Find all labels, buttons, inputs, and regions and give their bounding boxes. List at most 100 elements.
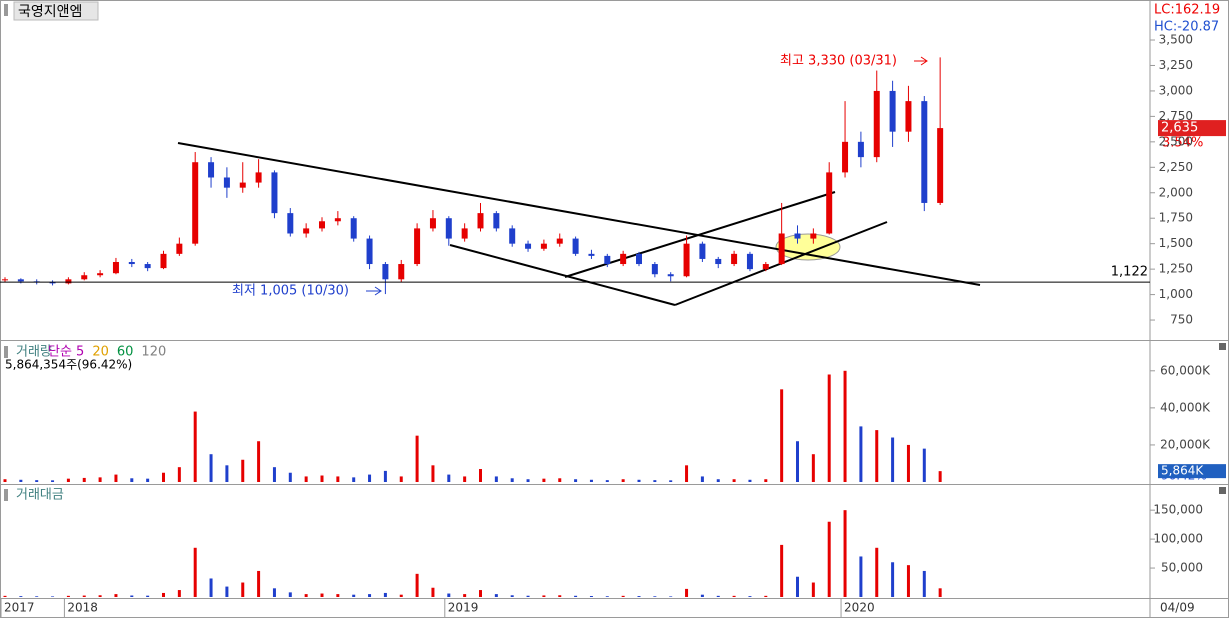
bar (875, 547, 879, 597)
trendline (177, 142, 981, 286)
last-volume-box (1158, 464, 1226, 479)
bar (82, 595, 86, 597)
y-tick-label: 100,000 (1153, 532, 1203, 546)
y-tick-label: 1,750 (1159, 211, 1193, 225)
bar (352, 594, 356, 597)
bar (304, 594, 308, 597)
x-tick-label: 2020 (844, 601, 875, 615)
y-tick-label: 1,500 (1159, 236, 1193, 250)
bar (257, 570, 261, 597)
last-price-box (1158, 120, 1226, 137)
bar (383, 592, 387, 597)
y-tick-label: 3,000 (1159, 83, 1193, 97)
bar (764, 479, 768, 482)
bar (241, 582, 245, 597)
candle-body (65, 279, 72, 284)
bar (66, 595, 70, 597)
bar (352, 477, 356, 482)
candle-body (461, 228, 468, 239)
candle-body (651, 264, 658, 275)
candle-body (255, 172, 262, 183)
bar (479, 469, 482, 482)
candle-body (414, 228, 421, 265)
candle-body (2, 279, 8, 281)
lc-label: LC:162.19 (1154, 3, 1220, 18)
bar (177, 467, 181, 482)
bar (605, 596, 609, 597)
legend-item: 60 (117, 345, 134, 360)
bar (716, 479, 720, 482)
bar (241, 459, 245, 482)
bar (589, 479, 593, 482)
candle-body (97, 273, 104, 276)
bar (621, 595, 625, 597)
bar (415, 573, 419, 597)
bar (272, 467, 276, 482)
legend-item: 120 (141, 345, 166, 360)
bar (796, 441, 799, 482)
y-tick-label: 2,750 (1159, 109, 1193, 123)
y-tick-label: 1,250 (1159, 262, 1193, 276)
bar (922, 570, 926, 597)
x-tick-label: 2017 (4, 601, 35, 615)
candle-body (176, 243, 183, 254)
bar (320, 475, 324, 482)
bar (162, 592, 165, 597)
bar (891, 437, 895, 482)
candle-body (810, 233, 817, 239)
bar (827, 521, 831, 597)
candle-body (636, 253, 642, 265)
candle-body (588, 253, 595, 256)
candle-body (826, 172, 833, 234)
bar (35, 596, 39, 597)
y-tick-label: 3,250 (1159, 58, 1193, 72)
y-tick-label: 20,000K (1160, 437, 1211, 451)
bar (98, 477, 102, 482)
x-tick-label: 2018 (67, 601, 98, 615)
y-tick-label: 40,000K (1160, 400, 1211, 414)
y-tick-label: 750 (1170, 313, 1193, 327)
bar (209, 578, 213, 597)
arrow (914, 56, 928, 66)
title-box[interactable] (13, 1, 99, 21)
bar (574, 595, 578, 597)
candle-body (287, 213, 294, 234)
candle-body (366, 238, 373, 265)
candle-body (144, 264, 151, 269)
icon (4, 489, 8, 501)
bar (399, 476, 403, 482)
reference-label: 1,122 (1111, 265, 1148, 280)
bar (938, 471, 942, 482)
candle-body (525, 243, 532, 249)
bar (463, 476, 467, 482)
candle-body (160, 253, 167, 269)
candle-body (620, 253, 627, 265)
candle-body (382, 264, 389, 280)
bar (748, 596, 752, 597)
bar (320, 593, 324, 597)
panel-button[interactable] (1219, 343, 1226, 350)
y-tick-label: 2,500 (1159, 134, 1193, 148)
candle-body (556, 238, 563, 244)
bar (447, 474, 451, 482)
bar (922, 448, 926, 482)
bar (859, 556, 863, 597)
bar (209, 454, 213, 482)
candle-body (540, 243, 547, 249)
candle-body (17, 279, 24, 282)
candle-body (223, 177, 230, 188)
candle-body (762, 264, 769, 270)
candle-body (303, 228, 310, 234)
bar (19, 596, 23, 597)
bar (510, 595, 514, 597)
bar (558, 595, 562, 597)
bar (193, 411, 197, 482)
y-tick-label: 50,000 (1161, 561, 1203, 575)
panel-button[interactable] (1219, 487, 1226, 494)
bar (685, 465, 689, 482)
bar (510, 478, 514, 482)
bar (700, 594, 704, 597)
y-tick-label: 1,000 (1159, 287, 1193, 301)
bar (257, 441, 261, 482)
